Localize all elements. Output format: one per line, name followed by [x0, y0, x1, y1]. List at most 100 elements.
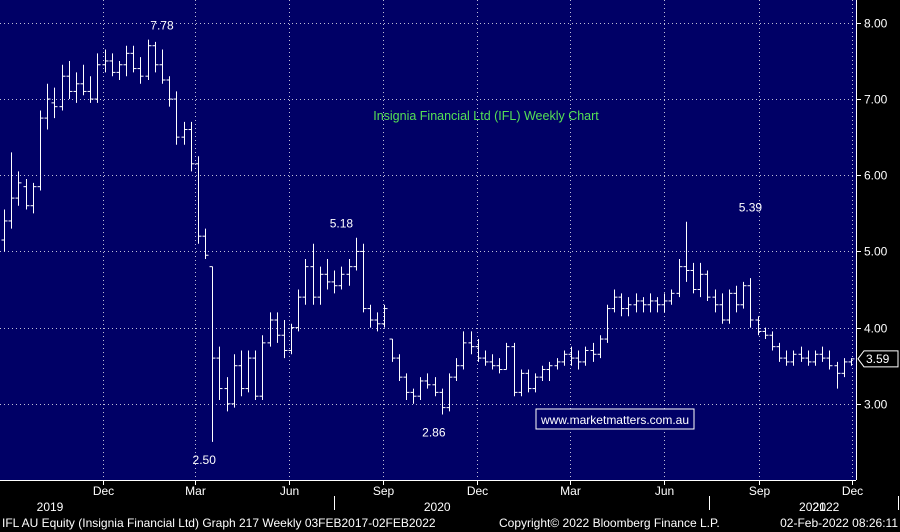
ohlc-bar [8, 152, 15, 229]
ohlc-bar [704, 270, 711, 301]
ohlc-bar [640, 297, 647, 313]
ohlc-bar [539, 365, 546, 381]
ohlc-bar [834, 361, 841, 389]
ohlc-bar [73, 72, 80, 103]
ohlc-bar [597, 335, 604, 359]
ohlc-bar [697, 262, 704, 298]
ohlc-bar [511, 342, 518, 397]
ohlc-bar [618, 293, 625, 317]
ohlc-bar [726, 289, 733, 324]
ohlc-bar [102, 49, 109, 73]
ohlc-bar [216, 346, 223, 400]
x-year-label: 2021 [799, 500, 826, 514]
ohlc-bar [733, 285, 740, 313]
ohlc-bar [453, 358, 460, 381]
ohlc-bar [23, 179, 30, 210]
ohlc-bars [1, 39, 855, 442]
ohlc-bar [94, 53, 101, 103]
x-month-label: Dec [467, 484, 488, 498]
x-month-label: Mar [185, 484, 206, 498]
ohlc-bar [740, 281, 747, 309]
ohlc-bar [116, 60, 123, 80]
ohlc-bar [123, 45, 130, 77]
y-tick-label: 8.00 [864, 17, 888, 31]
ohlc-bar [224, 377, 231, 412]
ohlc-bar [568, 346, 575, 366]
ohlc-bar [668, 289, 675, 305]
ohlc-bar [769, 331, 776, 351]
gridlines [0, 0, 856, 480]
ohlc-bar [798, 346, 805, 362]
watermark-link[interactable]: www.marketmatters.com.au [540, 413, 689, 427]
ohlc-bar [518, 369, 525, 397]
ohlc-bar [267, 312, 274, 347]
ohlc-bar [460, 331, 467, 370]
ohlc-bar [747, 278, 754, 328]
ohlc-bar [360, 243, 367, 313]
ohlc-bar [755, 316, 762, 336]
ohlc-bar [195, 156, 202, 244]
annotation-label: 5.39 [739, 201, 763, 215]
y-tick-label: 6.00 [864, 169, 888, 183]
ohlc-bar [209, 266, 216, 442]
ohlc-bar [59, 64, 66, 111]
ohlc-bar [783, 350, 790, 366]
ohlc-bar [719, 293, 726, 324]
x-month-label: Sep [749, 484, 771, 498]
ohlc-bar [317, 266, 324, 305]
annotation-label: 2.50 [193, 453, 217, 467]
last-price-tag: 3.59 [857, 350, 899, 368]
ohlc-bar [396, 354, 403, 381]
x-year-label: 2020 [424, 500, 451, 514]
ohlc-bar [575, 350, 582, 370]
ohlc-bar [826, 350, 833, 370]
ohlc-bar [403, 373, 410, 400]
ohlc-bar [475, 339, 482, 362]
last-price-tag-shape [857, 350, 899, 368]
x-month-label: Sep [373, 484, 395, 498]
ohlc-bar [310, 243, 317, 305]
ohlc-bar [166, 76, 173, 107]
ohlc-bar [762, 327, 769, 340]
ohlc-bar [353, 237, 360, 271]
ohlc-bar [245, 350, 252, 393]
x-month-label: Dec [93, 484, 114, 498]
plot-background [0, 0, 856, 480]
ohlc-bar [690, 262, 697, 294]
y-axis: 3.00 4.00 5.00 6.00 7.00 8.00 [856, 0, 888, 480]
ohlc-bar [432, 377, 439, 397]
annotation-label: 5.18 [330, 217, 354, 231]
ohlc-bar [252, 350, 259, 400]
ohlc-bar [374, 312, 381, 332]
watermark-box[interactable]: www.marketmatters.com.au [535, 408, 695, 430]
x-year-label: 2019 [37, 500, 64, 514]
ohlc-bar [381, 304, 388, 328]
ohlc-bar [173, 91, 180, 145]
annotation-label: 7.78 [150, 19, 174, 33]
ohlc-bar [633, 293, 640, 313]
ohlc-bar [554, 358, 561, 370]
ohlc-bar [137, 57, 144, 84]
ohlc-bar [676, 259, 683, 298]
ohlc-bar [66, 60, 73, 100]
ohlc-bar [812, 350, 819, 366]
ohlc-bar [654, 297, 661, 313]
ohlc-bar [51, 87, 58, 119]
price-annotations: 7.78 2.50 5.18 2.86 5.39 [150, 19, 762, 467]
ohlc-bar [647, 293, 654, 313]
ohlc-bar [1, 209, 8, 252]
ohlc-bar [604, 304, 611, 343]
annotation-label: 2.86 [422, 425, 446, 439]
ohlc-bar [482, 350, 489, 366]
x-year-label: 2022 [813, 500, 840, 514]
ohlc-bar [152, 41, 159, 73]
ohlc-bar [37, 110, 44, 191]
ohlc-bar [87, 76, 94, 103]
ohlc-bar [590, 342, 597, 362]
ohlc-bar [841, 358, 848, 378]
ohlc-bar [159, 49, 166, 84]
ohlc-bar [439, 388, 446, 415]
ohlc-bar [80, 64, 87, 96]
ohlc-bar [446, 373, 453, 412]
